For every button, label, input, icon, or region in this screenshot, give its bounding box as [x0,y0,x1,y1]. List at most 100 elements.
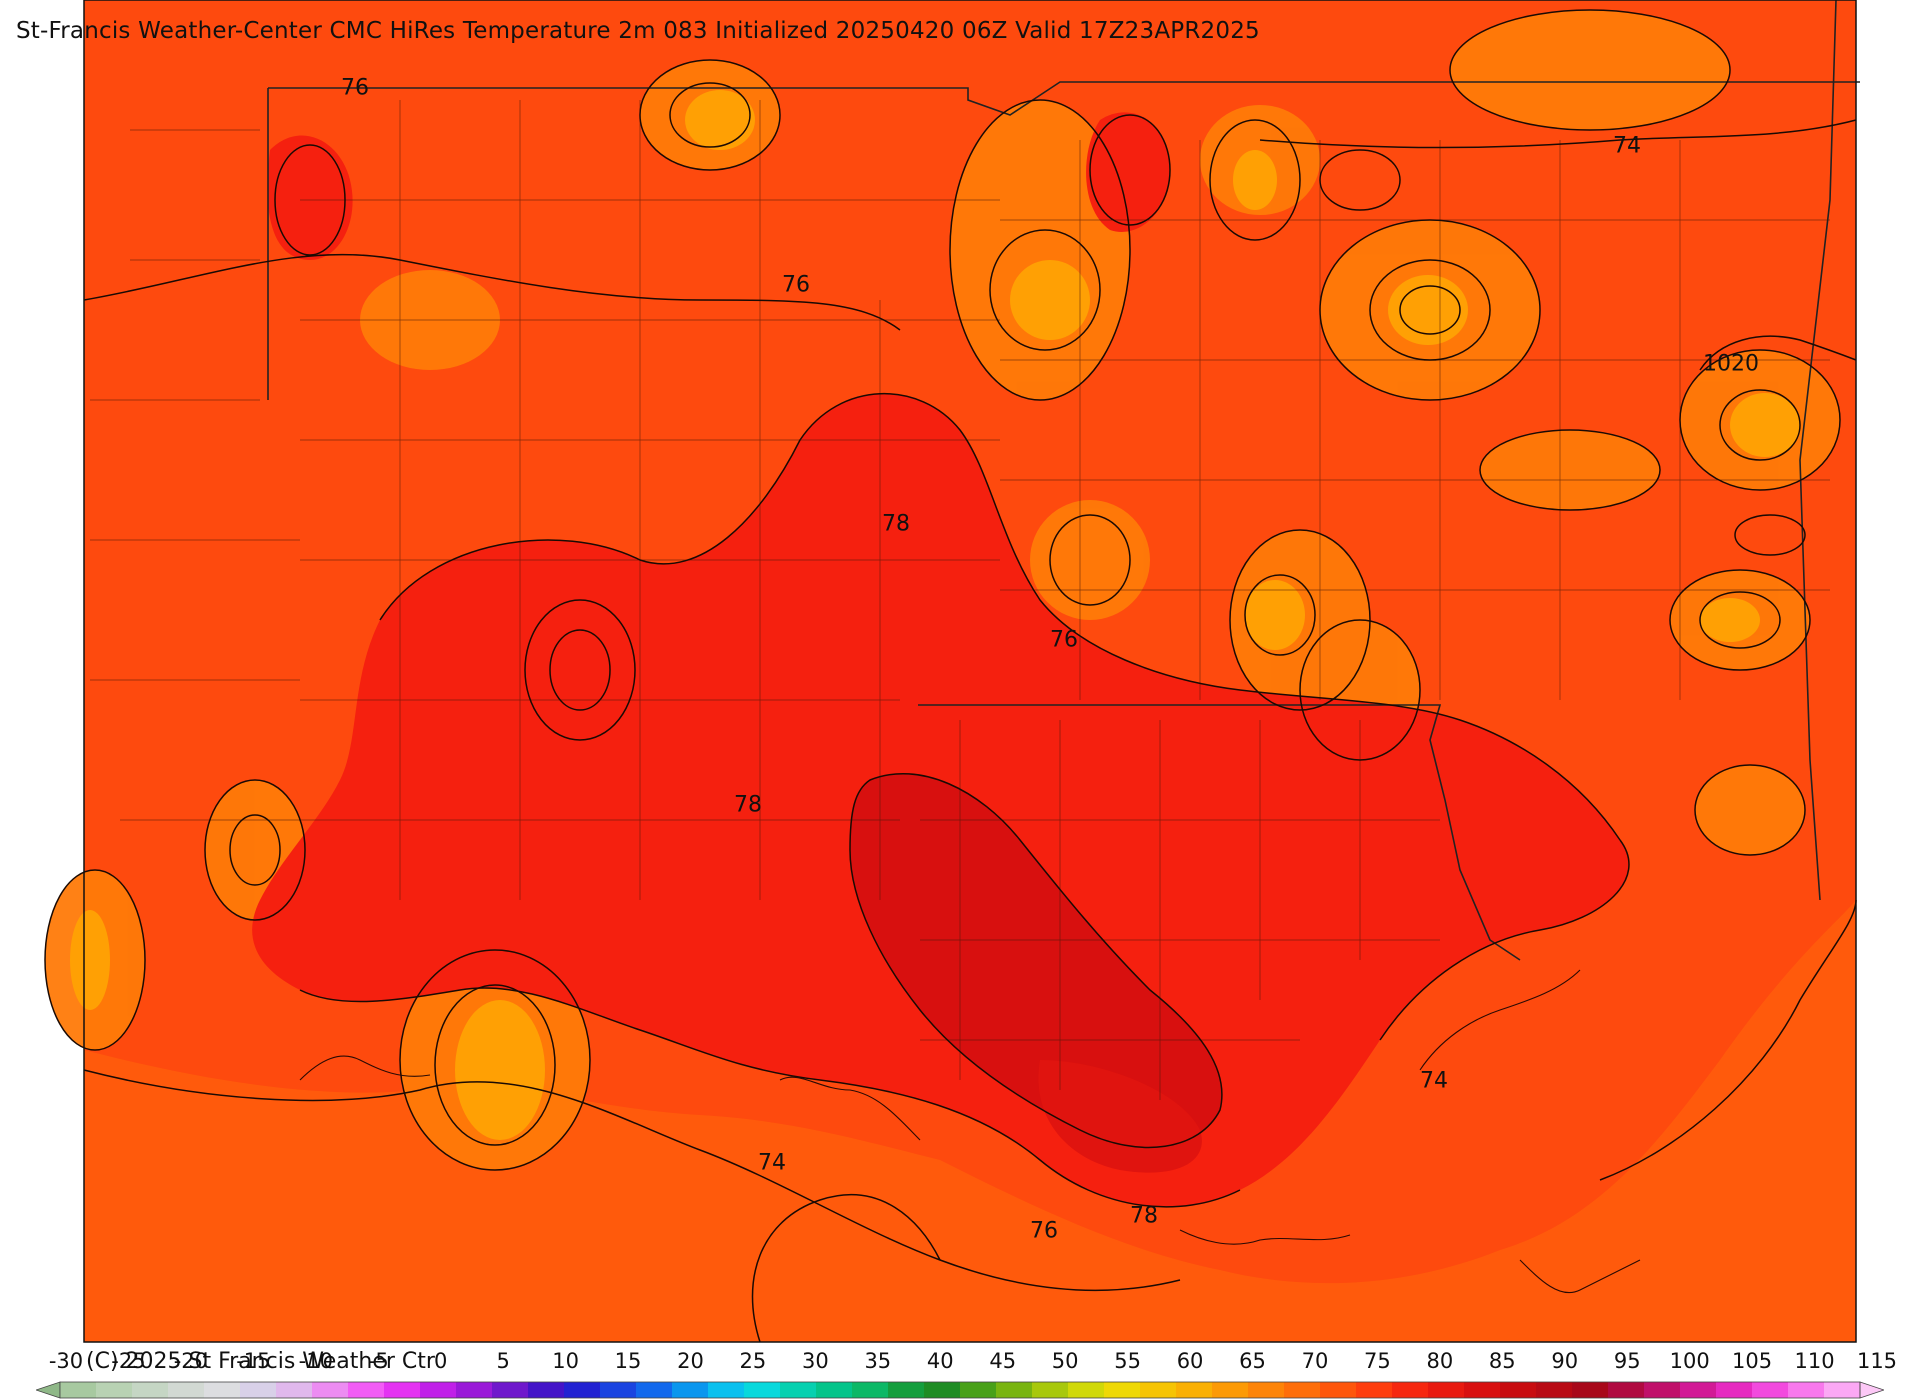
isotherm-contours [44,9,1857,1343]
colorbar-swatch [1176,1382,1213,1398]
colorbar-swatch [1284,1382,1321,1398]
colorbar-swatch [1032,1382,1069,1398]
county-lines [90,100,1830,1100]
colorbar-tick-label: 10 [552,1349,579,1373]
colorbar-swatch [168,1382,205,1398]
colorbar-swatch [1680,1382,1717,1398]
colorbar-tick-label: 70 [1301,1349,1329,1373]
colorbar-swatch [96,1382,133,1398]
colorbar-swatch [1428,1382,1465,1398]
colorbar-swatch [1320,1382,1357,1398]
colorbar-swatch [1248,1382,1285,1398]
contour-label: 76 [341,75,369,101]
colorbar-tick-label: -30 [48,1349,84,1373]
colorbar-swatch [888,1382,925,1398]
colorbar-swatch [1392,1382,1429,1398]
coolest-regions [70,90,1800,1140]
colorbar-swatch [1752,1382,1789,1398]
colorbar-tick-label: 85 [1488,1349,1516,1373]
contour-label: 78 [882,511,910,537]
colorbar-tick-label: 25 [739,1349,767,1373]
colorbar-swatch [420,1382,457,1398]
colorbar-swatch [996,1382,1033,1398]
colorbar-tick-label: 5 [496,1349,510,1373]
colorbar-max-arrow [1859,1381,1884,1399]
temperature-colorbar [36,1381,1884,1399]
colorbar-tick-label: 15 [614,1349,642,1373]
contour-label: 76 [1050,627,1078,653]
colorbar-tick-label: -10 [298,1349,333,1373]
contour-label: 74 [758,1150,786,1176]
coastline [299,969,1641,1294]
contour-label: 76 [1030,1218,1058,1244]
copyright: (C) 2025 St Francis Weather Ctr [86,1349,435,1374]
colorbar-swatch [1644,1382,1681,1398]
colorbar-tick-label: 30 [802,1349,829,1373]
colorbar-tick-label: -25 [111,1349,146,1373]
colorbar-swatch [1572,1382,1609,1398]
colorbar-swatch [60,1382,97,1398]
colorbar-swatch [1140,1382,1177,1398]
contour-label: 74 [1420,1068,1448,1094]
colorbar-tick-label: 35 [864,1349,892,1373]
contour-label: 76 [782,272,810,298]
colorbar-swatch [672,1382,709,1398]
colorbar-tick-label: -15 [236,1349,271,1373]
contour-label: 78 [734,792,762,818]
warm-region-west [267,135,353,260]
colorbar-swatch [1068,1382,1105,1398]
colorbar-tick-label: 40 [926,1349,954,1373]
contour-label: 1020 [1703,351,1759,377]
state-borders [267,0,1860,961]
colorbar-tick-label: 110 [1794,1349,1835,1373]
colorbar-swatch [1356,1382,1393,1398]
colorbar-tick-label: 105 [1732,1349,1773,1373]
colorbar-swatch [1464,1382,1501,1398]
colorbar-tick-label: 55 [1114,1349,1141,1373]
colorbar-tick-label: 95 [1613,1349,1641,1373]
colorbar-tick-label: 100 [1669,1349,1710,1373]
colorbar-swatch [960,1382,997,1398]
colorbar-tick-label: 90 [1551,1349,1579,1373]
hot-region [850,773,1222,1148]
colorbar-swatch [204,1382,241,1398]
colorbar-tick-label: 65 [1239,1349,1266,1373]
hot-region-2 [1038,1060,1202,1173]
colorbar-tick-label: 0 [434,1349,448,1373]
colorbar-tick-label: 45 [989,1349,1017,1373]
colorbar-swatch [564,1382,601,1398]
colorbar-tick-label: -5 [367,1349,389,1373]
colorbar-swatch [852,1382,889,1398]
colorbar-swatch [1788,1382,1825,1398]
colorbar-swatch [1716,1382,1753,1398]
colorbar-tick-label: -20 [173,1349,209,1373]
contour-label: 78 [1130,1203,1158,1229]
colorbar-tick-label: 115 [1856,1349,1898,1373]
gulf-ocean [84,900,1856,1342]
colorbar-swatch [600,1382,637,1398]
colorbar-swatch [132,1382,169,1398]
colorbar-swatch [1536,1382,1573,1398]
colorbar-tick-label: 50 [1051,1349,1079,1373]
colorbar-min-arrow [36,1381,61,1399]
colorbar-swatch [276,1382,313,1398]
colorbar-tick-label: 20 [677,1349,704,1373]
colorbar-swatch [348,1382,385,1398]
colorbar-swatch [1104,1382,1141,1398]
colorbar-swatch [312,1382,349,1398]
colorbar-swatch [492,1382,529,1398]
contour-label: 74 [1613,133,1641,159]
colorbar-swatch [528,1382,565,1398]
colorbar-swatch [1500,1382,1537,1398]
colorbar-swatch [816,1382,853,1398]
colorbar-swatch [456,1382,493,1398]
warm-region-north [1086,112,1170,232]
colorbar-swatch [636,1382,673,1398]
colorbar-swatch [780,1382,817,1398]
colorbar-swatch [744,1382,781,1398]
map-title: St-Francis Weather-Center CMC HiRes Temp… [16,18,1260,44]
colorbar-swatch [708,1382,745,1398]
colorbar-tick-label: 75 [1364,1349,1391,1373]
colorbar-swatch [384,1382,421,1398]
